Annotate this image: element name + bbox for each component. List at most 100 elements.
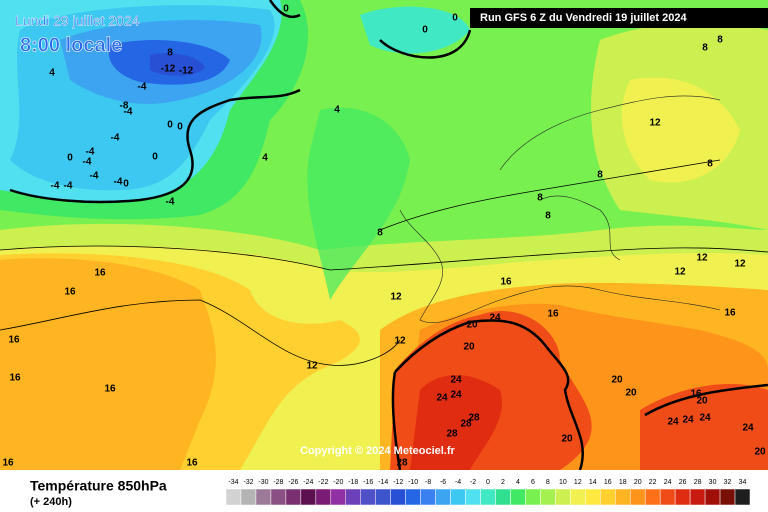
contour-label: 28 — [460, 419, 472, 430]
contour-label: 24 — [667, 417, 679, 428]
legend-swatch — [629, 488, 646, 506]
legend-swatch — [570, 488, 586, 506]
legend-swatch — [270, 488, 287, 506]
contour-label: 20 — [561, 434, 573, 445]
legend-swatch — [225, 488, 242, 506]
contour-label: 12 — [390, 292, 402, 303]
contour-label: 16 — [724, 308, 736, 319]
legend-swatch — [315, 488, 332, 506]
contour-label: 4 — [49, 68, 55, 79]
legend-swatch — [600, 488, 616, 506]
contour-label: 16 — [94, 268, 106, 279]
legend-label: -4 — [455, 479, 461, 486]
legend-swatch — [689, 488, 706, 506]
legend-label: -8 — [425, 479, 431, 486]
contour-label: 12 — [696, 253, 708, 264]
contour-label: 20 — [696, 396, 708, 407]
legend-label: 0 — [486, 479, 490, 486]
contour-label: -4 — [86, 147, 95, 158]
legend-label: -20 — [333, 479, 343, 486]
contour-label: -4 — [83, 157, 92, 168]
contour-label: 12 — [649, 118, 661, 129]
legend-swatch — [285, 488, 302, 506]
contour-label: 0 — [67, 153, 73, 164]
legend-swatch — [585, 488, 601, 506]
contour-label: 0 — [167, 120, 173, 131]
contour-label: 20 — [754, 447, 766, 458]
legend-swatch — [255, 488, 272, 506]
contour-label: -4 — [114, 177, 123, 188]
legend-swatch — [704, 488, 721, 506]
legend-label: 30 — [709, 479, 717, 486]
contour-label: 24 — [450, 375, 462, 386]
contour-label: 8 — [702, 43, 708, 54]
contour-label: -4 — [64, 181, 73, 192]
contour-label: 0 — [283, 4, 289, 15]
legend-label: -14 — [378, 479, 388, 486]
contour-label: 20 — [625, 388, 637, 399]
contour-label: -8 — [120, 101, 129, 112]
contour-label: -4 — [90, 171, 99, 182]
contour-label: 16 — [690, 389, 702, 400]
legend-swatch — [734, 488, 751, 506]
contour-label: 8 — [717, 35, 723, 46]
legend-label: 16 — [604, 479, 612, 486]
legend-label: -24 — [303, 479, 313, 486]
legend-swatch — [240, 488, 257, 506]
contour-label: 24 — [742, 423, 754, 434]
legend-swatch — [420, 488, 436, 506]
legend-swatch — [719, 488, 736, 506]
lead-time: (+ 240h) — [30, 496, 72, 508]
contour-label: 28 — [468, 413, 480, 424]
contour-label: -4 — [124, 107, 133, 118]
run-info: Run GFS 6 Z du Vendredi 19 juillet 2024 — [480, 12, 687, 24]
contour-label: 20 — [463, 342, 475, 353]
contour-label: 0 — [452, 13, 458, 24]
legend-swatch — [555, 488, 571, 506]
legend-label: -26 — [288, 479, 298, 486]
contour-label: 0 — [152, 152, 158, 163]
legend-swatch — [674, 488, 691, 506]
contour-label: 16 — [500, 277, 512, 288]
legend-label: -34 — [228, 479, 238, 486]
legend-label: 6 — [531, 479, 535, 486]
legend-label: 12 — [574, 479, 582, 486]
color-legend: -34 -32 -30 -28 -26 -24 -22 -20 -18 -16 -14 -12 -10-… — [225, 479, 751, 506]
contour-label: 16 — [9, 373, 21, 384]
legend-label: -22 — [318, 479, 328, 486]
legend-swatch — [435, 488, 451, 506]
legend-swatch — [375, 488, 391, 506]
legend-swatch — [300, 488, 317, 506]
contour-label: 4 — [262, 153, 268, 164]
legend-label: 28 — [694, 479, 702, 486]
contour-label: -12 — [161, 64, 176, 75]
contour-label: 24 — [436, 393, 448, 404]
legend-swatch — [360, 488, 376, 506]
copyright: Copyright © 2024 Meteociel.fr — [300, 445, 456, 457]
contour-label: 0 — [422, 25, 428, 36]
contour-label: -4 — [138, 82, 147, 93]
contour-label: 24 — [450, 390, 462, 401]
legend-label: 22 — [649, 479, 657, 486]
legend-swatch — [480, 488, 496, 506]
legend-label: -30 — [258, 479, 268, 486]
forecast-time: 8:00 locale — [20, 34, 122, 56]
contour-label: 8 — [707, 159, 713, 170]
contour-label: 8 — [537, 193, 543, 204]
legend-label: 24 — [664, 479, 672, 486]
legend-swatch — [644, 488, 661, 506]
legend-label: 18 — [619, 479, 627, 486]
contour-label: 0 — [177, 122, 183, 133]
contour-label: -12 — [179, 66, 194, 77]
legend-swatch — [450, 488, 466, 506]
contour-label: 28 — [446, 429, 458, 440]
contour-label: 24 — [682, 415, 694, 426]
legend-label: 10 — [559, 479, 567, 486]
contour-label: -4 — [166, 197, 175, 208]
contours — [0, 0, 768, 471]
contour-label: -4 — [51, 181, 60, 192]
contour-label: 8 — [597, 170, 603, 181]
run-banner — [470, 8, 768, 28]
contour-label: 8 — [167, 48, 173, 59]
